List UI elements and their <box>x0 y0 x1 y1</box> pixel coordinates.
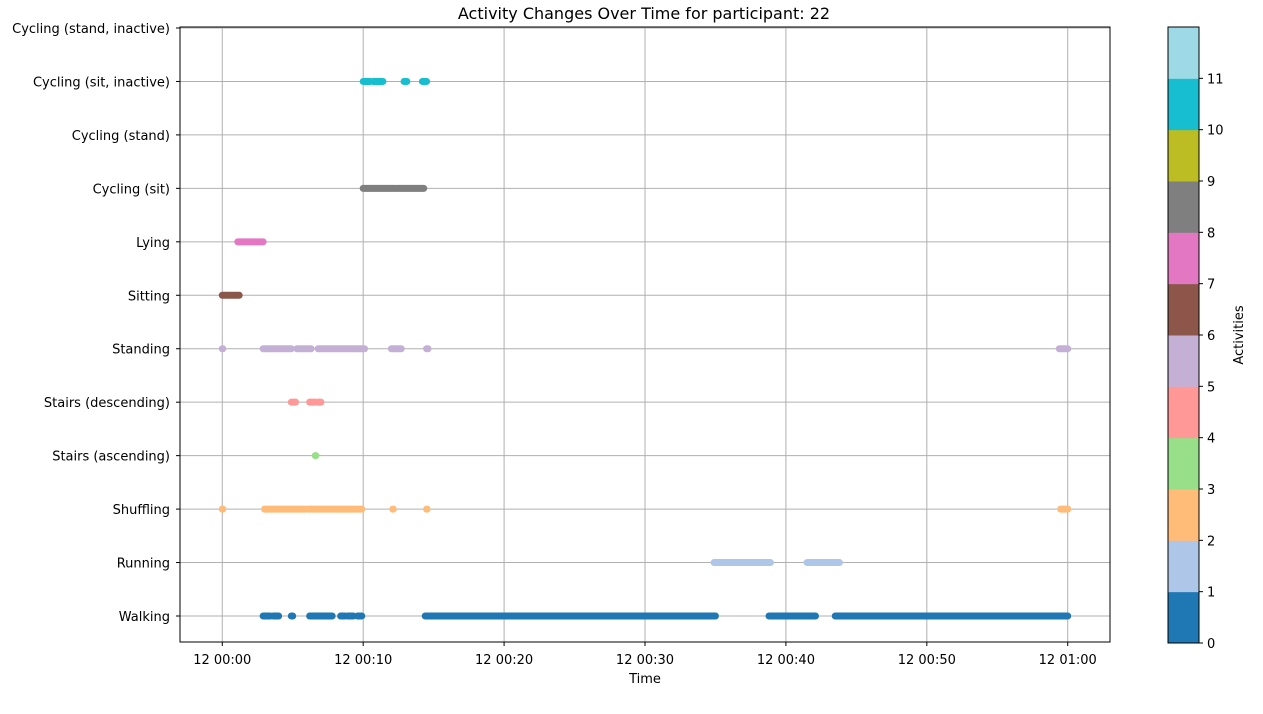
colorbar-tick-label: 5 <box>1207 380 1215 395</box>
colorbar-tick-label: 6 <box>1207 329 1215 344</box>
colorbar-swatch <box>1168 27 1199 79</box>
y-tick-label: Shuffling <box>113 503 170 518</box>
grid-layer <box>180 27 1110 642</box>
colorbar-tick-label: 2 <box>1207 534 1215 549</box>
colorbar-tick-label: 9 <box>1207 175 1215 190</box>
y-tick-label: Running <box>117 557 170 572</box>
y-tick-label: Lying <box>136 236 170 251</box>
colorbar-tick-label: 4 <box>1207 432 1215 447</box>
colorbar-tick-label: 10 <box>1207 124 1224 139</box>
colorbar-swatch <box>1168 181 1199 233</box>
x-axis-ticks: 12 00:00 12 00:10 12 00:20 12 00:30 12 00:40… <box>193 642 1097 668</box>
x-axis-label: Time <box>628 672 661 687</box>
colorbar-swatch <box>1168 335 1199 387</box>
colorbar-tick-label: 8 <box>1207 226 1215 241</box>
data-layer <box>218 77 1072 620</box>
y-tick-label: Cycling (stand, inactive) <box>12 22 170 37</box>
colorbar-swatch <box>1168 540 1199 593</box>
colorbar-tick-label: 7 <box>1207 278 1215 293</box>
colorbar-tick-label: 0 <box>1207 637 1215 652</box>
x-tick-label: 12 00:40 <box>757 653 815 668</box>
y-tick-label: Stairs (descending) <box>44 396 170 411</box>
colorbar-swatch <box>1168 129 1199 182</box>
colorbar-swatch <box>1168 437 1199 490</box>
x-tick-label: 12 00:30 <box>616 653 674 668</box>
colorbar: 0 1 2 3 4 5 6 7 8 9 10 11 Activities <box>1167 26 1247 652</box>
y-tick-label: Sitting <box>128 289 170 304</box>
y-axis-ticks: Walking Running Shuffling Stairs (ascending… <box>12 22 180 625</box>
y-tick-label: Stairs (ascending) <box>52 450 170 465</box>
colorbar-swatch <box>1168 232 1199 285</box>
x-tick-label: 12 00:10 <box>334 653 392 668</box>
y-tick-label: Cycling (stand) <box>72 129 170 144</box>
colorbar-tick-label: 3 <box>1207 483 1215 498</box>
chart-title: Activity Changes Over Time for participa… <box>458 4 830 23</box>
colorbar-tick-label: 11 <box>1207 72 1224 87</box>
colorbar-swatch <box>1168 386 1199 439</box>
colorbar-label: Activities <box>1232 305 1247 365</box>
x-tick-label: 12 00:50 <box>898 653 956 668</box>
colorbar-swatch <box>1168 591 1199 644</box>
x-tick-label: 12 00:20 <box>475 653 533 668</box>
y-tick-label: Walking <box>119 610 170 625</box>
colorbar-swatch <box>1168 489 1199 541</box>
colorbar-swatch <box>1168 78 1199 131</box>
y-tick-label: Cycling (sit, inactive) <box>33 75 170 90</box>
x-tick-label: 12 00:00 <box>193 653 251 668</box>
colorbar-swatch <box>1168 283 1199 336</box>
x-tick-label: 12 01:00 <box>1039 653 1097 668</box>
y-tick-label: Cycling (sit) <box>93 182 170 197</box>
y-tick-label: Standing <box>112 343 170 358</box>
colorbar-tick-label: 1 <box>1207 586 1215 601</box>
